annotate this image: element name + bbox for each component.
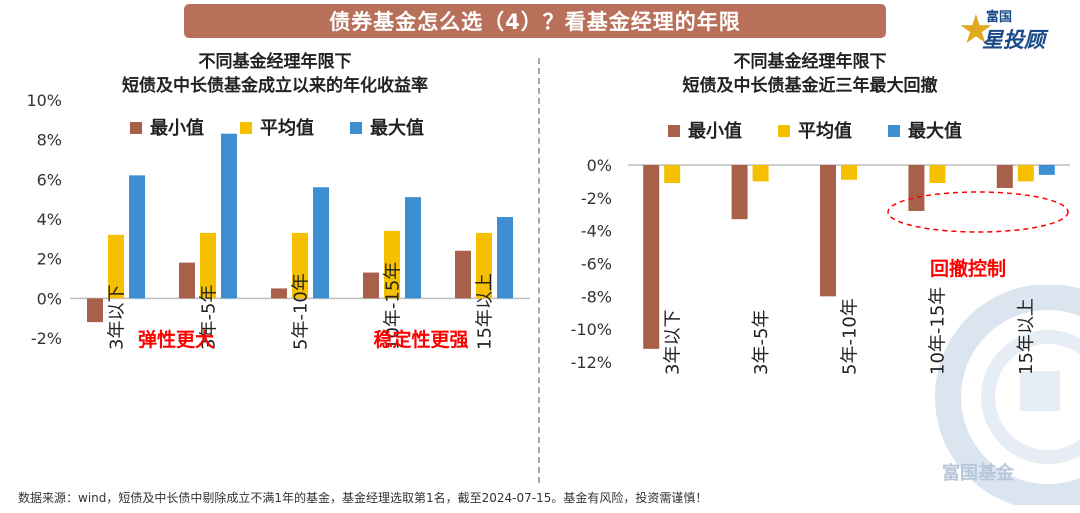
bar-max [1038,165,1055,175]
x-category-label: 5年-10年 [839,298,860,375]
bar-avg [476,232,492,299]
legend-label-min: 最小值 [688,120,742,142]
bar-avg [664,165,681,184]
y-tick-label: 2% [37,250,62,269]
legend-label-min: 最小值 [150,117,204,139]
bar-min [363,272,379,299]
bar-avg [384,230,400,299]
bar-avg [108,234,124,299]
legend-label-avg: 平均值 [798,120,852,142]
chart1-title: 不同基金经理年限下 短债及中长债基金成立以来的年化收益率 [30,50,520,98]
bar-max [497,217,513,299]
legend-swatch-max [888,125,900,137]
bar-min [908,165,925,211]
bar-max [313,187,329,299]
legend-label-max: 最大值 [908,120,962,142]
y-tick-label: -2% [581,189,612,208]
y-tick-label: -6% [581,255,612,274]
watermark-text: 富国基金 [942,463,1014,484]
x-category-label: 10年-15年 [382,262,403,350]
chart2-bar-chart: 0% -2% -4% -6% -8% -10% -12% 最小值 平均值 最大值 3年以下 3年-5年… [571,120,1070,375]
chart2-title-line1: 不同基金经理年限下 [733,52,887,72]
bar-min [87,298,103,323]
bar-min [455,250,471,299]
bar-avg [929,165,946,184]
logo-name: 星投顾 [982,28,1045,52]
chart1-title-line2: 短债及中长债基金成立以来的年化收益率 [122,76,428,96]
x-category-label: 10年-15年 [928,287,949,375]
highlight-ellipse [887,191,1069,233]
bar-min [179,262,195,299]
y-tick-label: -4% [581,222,612,241]
bar-min [271,288,287,299]
bar-min [643,165,660,349]
watermark-emblem-icon [935,285,1080,505]
legend-label-max: 最大值 [370,117,424,139]
y-tick-label: 0% [587,156,612,175]
bar-avg [200,232,216,299]
bar-avg [752,165,769,182]
y-tick-label: 8% [37,131,62,150]
annotation-label: 稳定性更强 [373,328,468,351]
legend-swatch-min [130,122,142,134]
bar-min [996,165,1013,188]
bar-max [221,133,237,299]
chart2-title: 不同基金经理年限下 短债及中长债基金近三年最大回撤 [560,50,1060,98]
x-category-label: 3年-5年 [198,285,219,350]
page-title: 债券基金怎么选（4）？看基金经理的年限 [184,4,886,38]
star-logo-icon: ★ [958,7,994,53]
bar-avg [1017,165,1034,182]
x-category-label: 5年-10年 [290,273,311,350]
watermark: 富国基金 [930,285,1080,505]
brand-logo: ★ 富国 星投顾 [958,6,1070,54]
y-tick-label: -2% [31,329,62,348]
bar-min [820,165,836,297]
footnote: 数据来源：wind，短债及中长债中剔除成立不满1年的基金，基金经理选取第1名，截… [18,491,708,505]
legend-swatch-max [350,122,362,134]
y-tick-label: -8% [581,287,612,306]
legend-swatch-avg [778,125,790,137]
bar-avg [292,232,308,299]
x-category-label: 15年以上 [474,273,495,350]
legend-swatch-avg [240,122,252,134]
chart1-title-line1: 不同基金经理年限下 [198,52,352,72]
bar-max [405,197,421,299]
annotation-label: 回撤控制 [930,257,1006,280]
logo-top-text: 富国 [986,10,1013,25]
y-tick-label: 10% [26,91,62,110]
bar-avg [841,165,857,180]
y-tick-label: 6% [37,170,62,189]
x-category-label: 15年以上 [1016,298,1037,375]
y-tick-label: 4% [37,210,62,229]
y-tick-label: -10% [571,320,612,339]
chart1-bar-chart: 10% 8% 6% 4% 2% 0% -2% 最小值 平均值 最大值 3年以下 3年-5年 5年-10年… [26,91,530,351]
chart-divider [538,58,540,483]
annotation-label: 弹性更大 [138,328,214,351]
x-category-label: 3年以下 [663,310,684,375]
bar-max [129,175,145,299]
legend-swatch-min [668,125,680,137]
y-tick-label: 0% [37,289,62,308]
chart2-title-line2: 短债及中长债基金近三年最大回撤 [682,76,938,96]
y-tick-label: -12% [571,353,612,372]
x-category-label: 3年以下 [106,285,127,350]
x-category-label: 3年-5年 [751,310,772,375]
legend-label-avg: 平均值 [260,117,314,139]
bar-min [731,165,748,220]
